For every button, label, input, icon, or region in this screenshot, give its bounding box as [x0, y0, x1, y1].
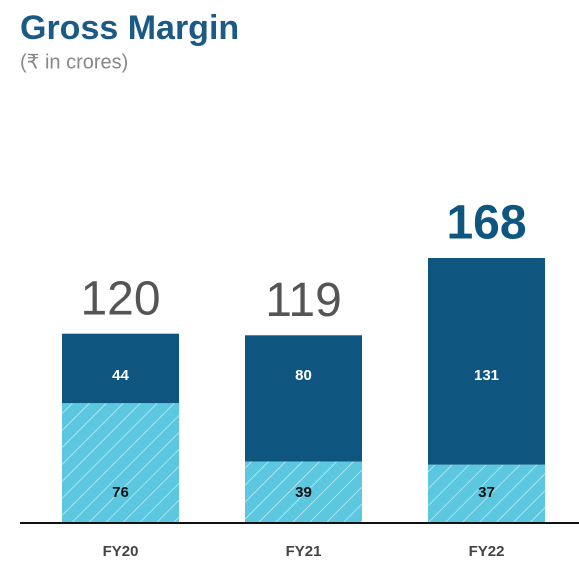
chart-title: Gross Margin [20, 9, 239, 47]
segment-label: 131 [474, 367, 499, 384]
x-tick-label: FY21 [286, 543, 322, 560]
chart-subtitle: (₹ in crores) [20, 51, 128, 73]
bar-hatch [428, 464, 545, 523]
bar-hatch [245, 461, 362, 523]
segment-label: 44 [112, 367, 129, 384]
x-tick-label: FY20 [103, 543, 139, 560]
total-label: 120 [80, 272, 160, 325]
segment-label: 37 [478, 484, 495, 501]
total-label: 119 [265, 274, 342, 327]
bar-segment [245, 335, 362, 462]
segment-label: 80 [295, 367, 312, 384]
bar-hatch [62, 403, 179, 523]
x-tick-label: FY22 [469, 543, 505, 560]
bar-segment [62, 333, 179, 404]
segment-label: 76 [112, 484, 129, 501]
segment-label: 39 [295, 484, 312, 501]
total-label: 168 [446, 197, 526, 250]
bar-segment [428, 258, 545, 465]
